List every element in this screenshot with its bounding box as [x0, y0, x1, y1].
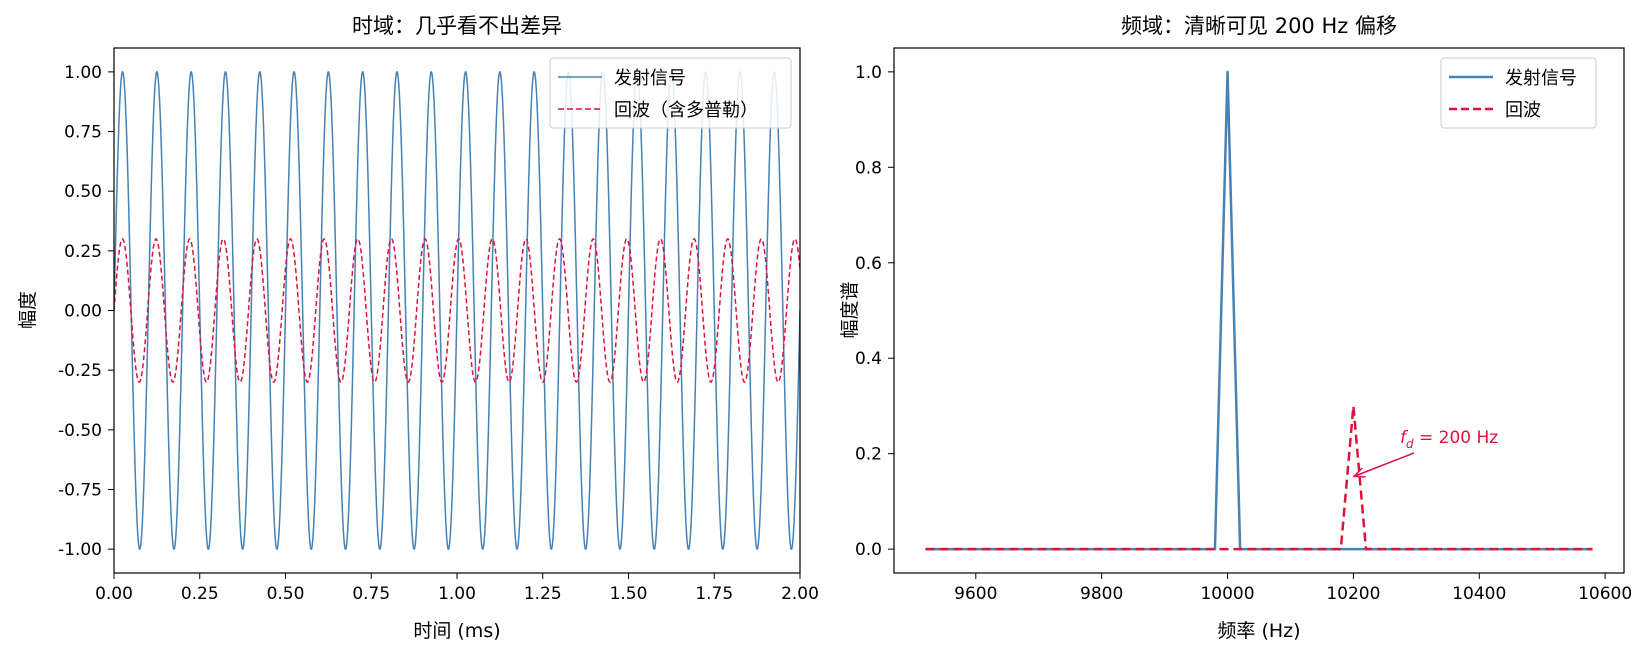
y-axis-label: 幅度 [17, 291, 39, 329]
legend: 发射信号 回波 [1440, 57, 1597, 129]
y-tick-label: 0.00 [64, 302, 102, 322]
x-axis-label: 时间 (ms) [413, 620, 500, 642]
legend-label: 回波（含多普勒） [614, 100, 758, 121]
y-tick-label: 0.75 [64, 123, 102, 143]
y-tick-label: 0.50 [64, 182, 102, 202]
x-tick-label: 1.50 [610, 584, 648, 604]
x-tick-label: 10400 [1452, 584, 1506, 604]
chart-title: 时域：几乎看不出差异 [352, 14, 562, 38]
x-tick-label: 10000 [1200, 584, 1254, 604]
x-tick-label: 0.00 [95, 584, 133, 604]
legend-box [1440, 57, 1597, 129]
y-tick-label: -0.75 [58, 480, 102, 500]
x-tick-label: 1.25 [524, 584, 562, 604]
y-tick-label: 0.0 [855, 540, 882, 560]
x-tick-label: 10200 [1326, 584, 1380, 604]
x-tick-label: 1.00 [438, 584, 476, 604]
y-tick-label: 0.6 [855, 254, 882, 274]
x-tick-label: 1.75 [695, 584, 733, 604]
y-tick-label: 0.2 [855, 445, 882, 465]
annotation-arrow [1355, 452, 1415, 476]
series-line-echo [114, 238, 800, 383]
legend-box [549, 57, 792, 129]
x-tick-label: 0.25 [181, 584, 219, 604]
y-tick-label: 0.8 [855, 158, 882, 178]
x-tick-label: 0.50 [267, 584, 305, 604]
legend-label: 发射信号 [1505, 68, 1577, 89]
x-tick-label: 9800 [1080, 584, 1123, 604]
time-domain-chart: 时域：几乎看不出差异 0.00 0.25 0.50 0.75 1.00 1.25 1.50 1… [17, 14, 819, 642]
y-axis-label: 幅度谱 [839, 281, 861, 338]
chart-title: 频域：清晰可见 200 Hz 偏移 [1121, 14, 1397, 38]
x-tick-label: 10600 [1578, 584, 1632, 604]
frequency-domain-chart: 频域：清晰可见 200 Hz 偏移 9600 9800 10000 10200 1040… [839, 14, 1632, 642]
y-tick-label: 1.00 [64, 63, 102, 83]
y-tick-label: -0.25 [58, 361, 102, 381]
legend: 发射信号 回波（含多普勒） [549, 57, 792, 129]
legend-label: 发射信号 [614, 68, 686, 89]
y-tick-label: -0.50 [58, 421, 102, 441]
y-tick-label: -1.00 [58, 540, 102, 560]
annotation-text: fd = 200 Hz [1400, 428, 1498, 451]
x-axis-label: 频率 (Hz) [1217, 620, 1300, 642]
x-tick-label: 0.75 [352, 584, 390, 604]
annotation: fd = 200 Hz [1355, 428, 1498, 476]
x-tick-label: 9600 [954, 584, 997, 604]
y-tick-label: 1.0 [855, 63, 882, 83]
series-line-transmit [114, 71, 800, 550]
y-tick-label: 0.4 [855, 349, 882, 369]
plot-frame [893, 47, 1625, 574]
series-line-echo [925, 404, 1593, 551]
x-tick-label: 2.00 [781, 584, 819, 604]
series-line-transmit [925, 70, 1593, 551]
legend-label: 回波 [1505, 100, 1541, 121]
y-tick-label: 0.25 [64, 242, 102, 262]
